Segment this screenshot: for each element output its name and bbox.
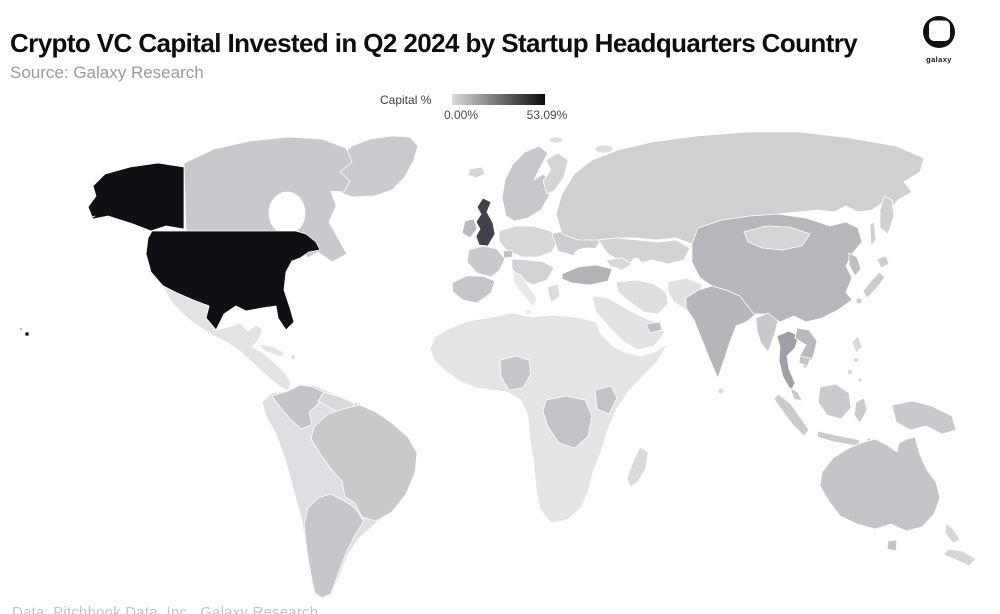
- country-australia: [819, 436, 941, 532]
- country-iberia: [451, 275, 496, 304]
- country-uae: [645, 321, 663, 334]
- country-colombia: [271, 384, 325, 430]
- country-japan-kyushu: [855, 297, 863, 305]
- country-usa-alaska: [87, 162, 185, 232]
- legend-gradient-bar: [452, 94, 545, 105]
- region-caucasus: [605, 257, 633, 271]
- country-hispaniola: [290, 354, 296, 360]
- country-italy: [512, 271, 538, 308]
- page-title: Crypto VC Capital Invested in Q2 2024 by…: [10, 28, 858, 59]
- country-cuba: [257, 343, 286, 358]
- data-credit: Data: Pitchbook Data, Inc., Galaxy Resea…: [12, 604, 319, 614]
- country-japan-honshu: [862, 271, 886, 299]
- country-indonesia-java: [816, 430, 861, 447]
- country-dr-congo: [542, 395, 593, 449]
- country-japan-hokkaido: [876, 255, 890, 269]
- country-myanmar: [755, 312, 779, 353]
- country-philippines-islet-3: [857, 377, 863, 383]
- region-arabia: [591, 295, 665, 351]
- water-black-sea: [573, 247, 605, 263]
- country-argentina: [303, 493, 365, 599]
- legend-min-label: 0.00%: [443, 108, 479, 122]
- country-usa-hawaii-islet: [19, 327, 23, 331]
- country-usa-aleutians: [43, 215, 96, 239]
- region-central-europe: [498, 225, 559, 258]
- country-russia-sakhalin: [869, 221, 877, 247]
- country-indonesia-sulawesi: [853, 397, 868, 424]
- country-mongolia: [743, 225, 811, 251]
- country-ireland: [461, 218, 478, 239]
- galaxy-logo-text: galaxy: [926, 55, 952, 64]
- country-uk: [475, 197, 496, 247]
- country-russia-kamchatka: [879, 195, 895, 235]
- galaxy-logo: galaxy: [917, 15, 961, 64]
- country-usa-hawaii: [24, 331, 30, 337]
- country-finland: [542, 152, 569, 195]
- country-kenya: [594, 385, 618, 415]
- country-madagascar: [626, 446, 649, 488]
- country-indonesia-borneo: [817, 383, 852, 420]
- galaxy-logo-icon: [923, 16, 955, 48]
- legend-max-label: 53.09%: [526, 108, 568, 122]
- country-brazil: [310, 404, 418, 522]
- water-hudson-bay: [268, 191, 306, 235]
- country-usa: [145, 230, 321, 331]
- country-philippines-luzon: [851, 335, 863, 354]
- country-italy-sicily: [523, 309, 533, 317]
- country-turkey: [561, 264, 613, 286]
- country-greece: [546, 283, 561, 304]
- legend-title: Capital %: [380, 93, 432, 107]
- country-philippines-islet-1: [853, 357, 859, 363]
- country-new-zealand-south: [943, 548, 977, 567]
- chart-source: Source: Galaxy Research: [10, 63, 204, 82]
- country-iceland: [467, 166, 486, 179]
- country-australia-tasmania: [886, 539, 898, 552]
- country-norway-sweden: [501, 145, 553, 222]
- country-malaysia: [789, 387, 803, 402]
- country-nigeria: [499, 355, 532, 391]
- country-new-zealand-north: [944, 522, 961, 544]
- arctic-island-novaya-zemlya: [594, 144, 614, 154]
- arctic-island-svalbard: [548, 136, 564, 144]
- country-france: [466, 245, 506, 278]
- country-thailand: [776, 330, 800, 392]
- country-new-guinea: [891, 400, 957, 435]
- country-south-korea: [848, 252, 862, 277]
- country-switzerland: [502, 249, 514, 259]
- country-china: [691, 213, 863, 323]
- country-indonesia-sumatra: [773, 393, 810, 437]
- country-sri-lanka: [717, 387, 725, 395]
- country-philippines-islet-2: [847, 369, 853, 375]
- country-cambodia: [798, 355, 811, 367]
- country-mexico: [162, 285, 292, 392]
- country-iran: [615, 279, 669, 315]
